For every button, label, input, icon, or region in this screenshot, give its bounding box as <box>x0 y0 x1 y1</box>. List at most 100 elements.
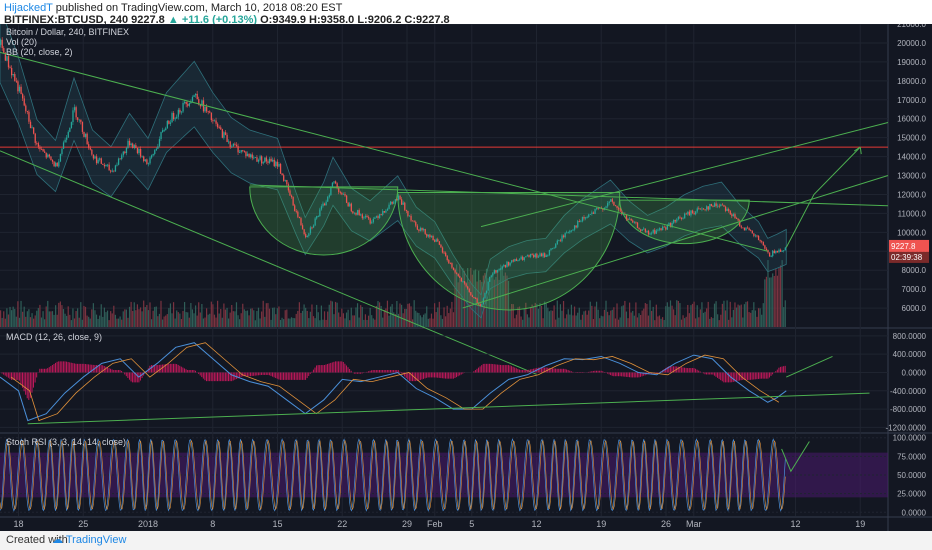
volume-bar <box>194 305 197 327</box>
macd-histogram-bar <box>165 364 167 373</box>
volume-bar <box>446 305 448 327</box>
macd-histogram-bar <box>207 372 209 382</box>
chart-canvas[interactable]: 18 25 2018 8 15 22 29 Feb 5 12 19 26 Mar 12 196000.070… <box>0 24 932 531</box>
candle-body <box>270 158 272 162</box>
volume-bar <box>254 320 256 327</box>
macd-histogram-bar <box>80 363 82 373</box>
volume-bar <box>640 315 642 327</box>
macd-histogram-bar <box>136 372 138 383</box>
macd-histogram-bar <box>275 372 277 379</box>
volume-bar <box>0 310 2 327</box>
macd-histogram-bar <box>511 366 513 373</box>
volume-bar <box>608 315 610 327</box>
macd-histogram-bar <box>514 367 516 373</box>
candle-body <box>569 230 571 233</box>
volume-bar <box>223 303 225 327</box>
candle-body <box>37 143 40 147</box>
candle-body <box>765 248 768 251</box>
macd-histogram-bar <box>1 372 3 374</box>
candle-body <box>580 221 582 223</box>
volume-bar <box>34 315 36 327</box>
macd-histogram-bar <box>349 368 351 373</box>
volume-bar <box>259 318 261 327</box>
candle-body <box>73 107 76 111</box>
price-tick-label: 10000.0 <box>897 228 926 237</box>
candle-body <box>473 296 475 299</box>
volume-bar <box>652 306 654 327</box>
volume-bar <box>77 308 79 327</box>
macd-histogram-bar <box>67 362 69 373</box>
macd-histogram-bar <box>668 366 670 373</box>
tradingview-logo[interactable]: ☁ TradingView <box>52 533 126 546</box>
volume-bar <box>11 310 13 327</box>
macd-histogram-bar <box>56 361 58 373</box>
macd-histogram-bar <box>627 372 629 378</box>
macd-histogram-bar <box>721 372 723 382</box>
volume-bar <box>226 307 228 327</box>
candle-body <box>561 235 563 242</box>
candle-body <box>435 239 437 242</box>
macd-histogram-bar <box>40 368 42 373</box>
volume-bar <box>556 300 558 327</box>
candle-body <box>166 120 168 129</box>
volume-bar <box>102 316 104 327</box>
candle-body <box>706 206 708 210</box>
macd-histogram-bar <box>228 372 230 382</box>
volume-bar <box>402 313 404 327</box>
volume-bar <box>81 319 83 327</box>
candle-body <box>94 156 96 159</box>
candle-body <box>144 159 146 162</box>
candle-body <box>149 157 151 164</box>
macd-histogram-bar <box>28 372 30 400</box>
candle-body <box>245 151 247 157</box>
candle-body <box>26 111 29 112</box>
candle-body <box>111 170 113 172</box>
candle-body <box>75 107 77 118</box>
volume-bar <box>452 312 455 327</box>
volume-bar <box>356 303 359 327</box>
volume-bar <box>421 317 423 327</box>
volume-bar <box>320 305 322 327</box>
volume-bar <box>603 309 606 327</box>
volume-bar <box>759 308 761 327</box>
candle-body <box>264 157 266 163</box>
author-link[interactable]: HijackedT <box>4 2 53 14</box>
volume-bar <box>636 317 639 327</box>
volume-bar <box>1 317 3 327</box>
candle-body <box>133 145 135 149</box>
macd-histogram-bar <box>454 372 456 378</box>
macd-histogram-bar <box>256 372 258 376</box>
candle-body <box>339 191 341 193</box>
macd-histogram-bar <box>783 366 785 373</box>
candle-body <box>767 250 769 253</box>
macd-histogram-bar <box>81 363 83 373</box>
candle-body <box>632 220 634 223</box>
macd-histogram-bar <box>198 372 200 374</box>
macd-histogram-bar <box>187 370 189 373</box>
candle-body <box>644 228 647 232</box>
candle-body <box>272 159 274 162</box>
volume-bar <box>765 276 768 327</box>
candle-body <box>224 132 227 135</box>
macd-histogram-bar <box>702 372 704 374</box>
volume-bar <box>783 307 785 327</box>
macd-histogram-bar <box>696 369 698 373</box>
macd-histogram-bar <box>75 363 77 373</box>
candle-body <box>443 252 445 254</box>
x-tick-label: 19 <box>596 519 606 529</box>
candle-body <box>305 234 307 238</box>
macd-histogram-bar <box>121 370 123 373</box>
volume-bar <box>625 311 628 327</box>
macd-histogram-bar <box>127 372 129 378</box>
candle-body <box>668 223 670 226</box>
macd-histogram-bar <box>457 372 459 377</box>
volume-bar <box>551 310 554 327</box>
macd-tick-label: -800.0000 <box>890 405 927 414</box>
macd-histogram-bar <box>553 368 555 373</box>
macd-line <box>0 342 787 422</box>
candle-body <box>531 254 533 256</box>
candle-body <box>157 146 159 149</box>
volume-bar <box>728 319 730 327</box>
volume-bar <box>599 318 601 327</box>
macd-histogram-bar <box>100 365 102 373</box>
